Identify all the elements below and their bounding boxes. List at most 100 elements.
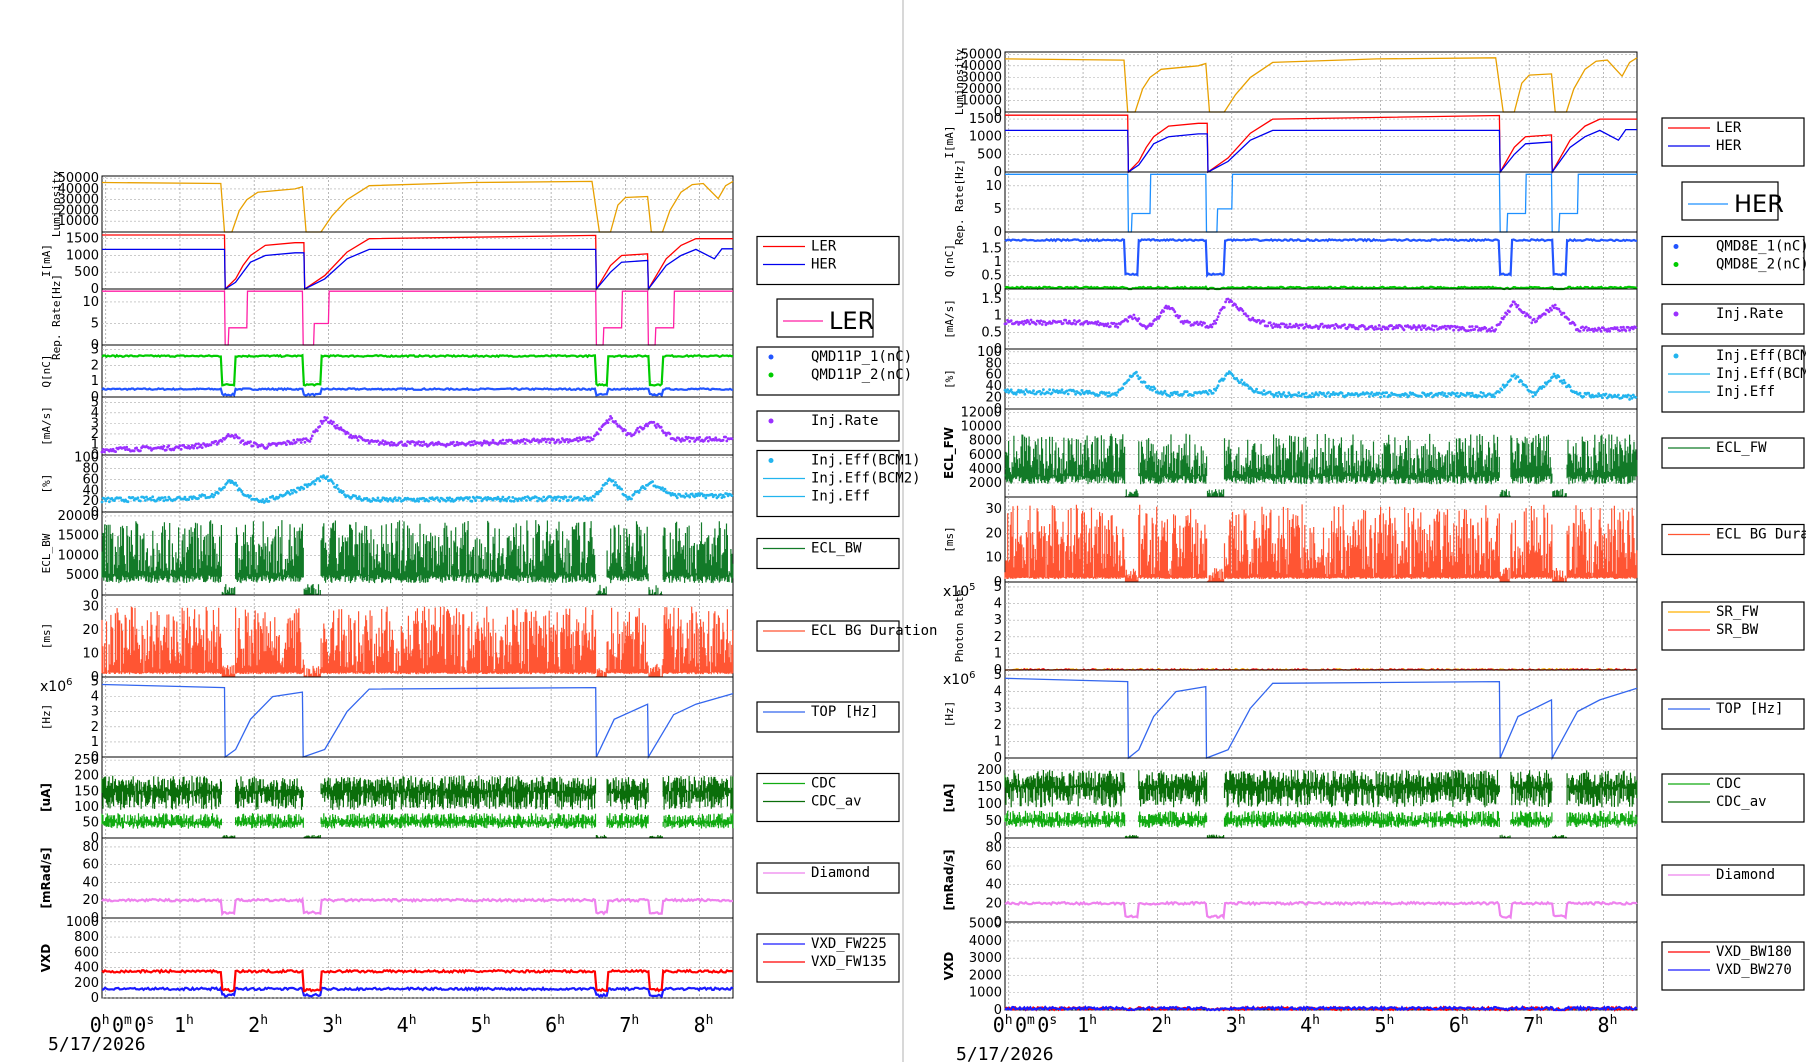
data-point [430, 441, 434, 444]
data-point [422, 440, 426, 444]
data-point [596, 432, 600, 436]
y-tick-label: 0.5 [981, 268, 1002, 283]
data-point [447, 498, 450, 502]
data-point [1234, 303, 1237, 306]
legend-box [756, 701, 900, 733]
series-noise [101, 606, 734, 677]
data-point [1131, 374, 1134, 378]
data-point [1106, 322, 1110, 325]
series-line [102, 234, 733, 292]
data-point [1216, 315, 1220, 319]
legend-label: CDC [1716, 776, 1741, 792]
y-tick-label: 80 [82, 840, 99, 855]
data-point [220, 439, 224, 443]
data-point [323, 416, 327, 419]
legend-label: LER [1716, 120, 1742, 136]
data-point [1048, 388, 1051, 391]
y-axis-label: I[mA] [40, 244, 53, 277]
data-point [558, 499, 562, 503]
data-point [503, 441, 507, 445]
y-tick-label: 200 [74, 769, 99, 784]
y-tick-label: 200 [977, 763, 1002, 778]
y-tick-label: 2 [91, 358, 99, 373]
data-point [1170, 393, 1174, 397]
y-axis-label: Q[nC] [943, 244, 956, 277]
data-point [325, 475, 329, 479]
data-point [161, 447, 165, 451]
x-tick-label: 4h [1300, 1013, 1320, 1037]
legend-swatch [1673, 311, 1679, 317]
data-point [1115, 322, 1118, 326]
data-point [131, 496, 135, 499]
data-point [1079, 392, 1082, 396]
data-point [1172, 308, 1175, 311]
data-point [114, 450, 117, 453]
data-point [567, 440, 570, 444]
legend-label: SR_BW [1716, 622, 1759, 638]
data-point [1351, 324, 1355, 327]
data-point [646, 424, 649, 428]
y-tick-label: 0 [994, 663, 1002, 678]
legend: QMD8E_1(nC) QMD8E_2(nC) [1661, 235, 1806, 286]
x-tick-label: 8h [694, 1013, 714, 1037]
data-point [1516, 375, 1520, 379]
x-axis-labels: 0h 0m 0s 1h 2h 3h 4h 5h 6h 7h 8h [993, 1013, 1618, 1037]
y-tick-label: 12000 [961, 406, 1002, 421]
y-axis-label: Rep. Rate[Hz] [50, 274, 63, 360]
data-point [1017, 323, 1020, 326]
data-point [625, 495, 628, 499]
y-tick-label: 2 [994, 630, 1002, 645]
data-point [334, 426, 338, 430]
data-point [643, 487, 647, 491]
data-point [306, 485, 309, 489]
data-point [1185, 390, 1189, 394]
legend-label: QMD8E_2(nC) [1716, 257, 1806, 273]
series-line [102, 248, 733, 291]
data-point [534, 495, 538, 499]
y-tick-label: 0 [91, 390, 99, 405]
data-point [1581, 325, 1584, 329]
data-point [1032, 389, 1035, 393]
right-chart: 01000020000300004000050000Luminosity0500… [942, 47, 1806, 1037]
data-point [473, 496, 476, 500]
data-point [654, 426, 658, 429]
data-point [354, 494, 357, 498]
data-point [1582, 395, 1586, 398]
data-point [1277, 323, 1281, 327]
data-point [413, 443, 417, 447]
y-tick-label: 0 [994, 831, 1002, 846]
legend-box [1661, 523, 1805, 556]
data-point [450, 497, 454, 501]
x-tick-label: 6h [545, 1013, 565, 1037]
data-point [1235, 377, 1239, 380]
data-point [1287, 325, 1291, 329]
data-point [1578, 329, 1582, 333]
y-tick-label: 0 [994, 751, 1002, 766]
data-point [1206, 392, 1210, 396]
data-point [1020, 320, 1024, 324]
y-tick-label: 0 [994, 342, 1002, 357]
data-point [1389, 394, 1392, 398]
data-point [1151, 388, 1154, 392]
data-point [1023, 392, 1027, 396]
y-tick-label: 0 [994, 105, 1002, 120]
y-tick-label: 500 [977, 147, 1002, 162]
data-point [1222, 377, 1226, 381]
data-point [135, 446, 139, 450]
y-tick-label: 50000 [58, 171, 99, 186]
data-point [435, 496, 439, 499]
data-point [1446, 395, 1449, 398]
data-point [1473, 328, 1477, 331]
data-point [688, 495, 692, 499]
data-point [576, 439, 580, 443]
data-point [590, 498, 594, 502]
y-tick-label: 0 [91, 338, 99, 353]
legend: SR_FW SR_BW [1661, 601, 1805, 651]
data-point [1301, 323, 1304, 327]
data-point [468, 496, 471, 499]
data-point [1239, 381, 1242, 384]
data-point [1244, 312, 1247, 316]
data-point [1105, 391, 1108, 395]
data-point [1138, 376, 1142, 380]
